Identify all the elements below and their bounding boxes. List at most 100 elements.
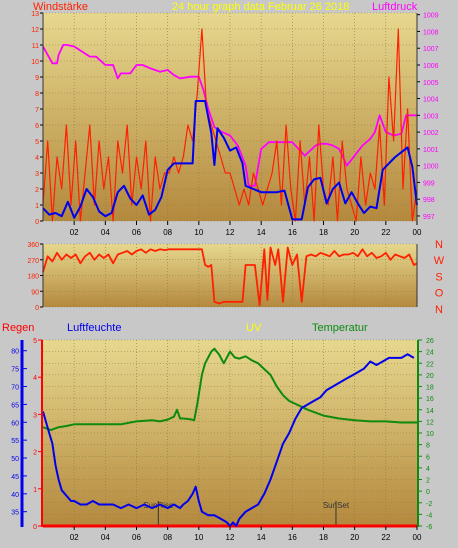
humidity-tick-label: 50 [11, 456, 19, 463]
x-tick-label: 10 [194, 228, 203, 237]
y2-tick-label: 1001 [423, 147, 439, 154]
compass-label-w: W [434, 255, 445, 267]
series-pressure-line [42, 44, 417, 187]
y2-axis-1: 997 998 999 1000 1001 1002 1003 1004 1005 1006 100… [417, 13, 439, 221]
x-tick-label: 00 [413, 533, 422, 542]
x-tick-label: 02 [70, 228, 79, 237]
y1-tick-label: 4 [35, 155, 39, 162]
y2-tick-label: 1000 [423, 164, 439, 171]
rain-tick-label: 2 [33, 450, 37, 457]
x-tick-label: 22 [381, 228, 390, 237]
y2-tick-label: 1002 [423, 130, 439, 137]
humidity-tick-label: 70 [11, 385, 19, 392]
x-tick-label: 14 [257, 533, 266, 542]
temperature-tick-label: -4 [426, 512, 432, 519]
y1-tick-label: 7 [35, 107, 39, 114]
y-axis-2: 0 90 180 270 360 [27, 242, 43, 312]
x-tick-label: 00 [413, 228, 422, 237]
y-tick-label: 0 [35, 305, 39, 312]
temperature-tick-label: 2 [426, 478, 430, 485]
x-tick-label: 04 [101, 228, 110, 237]
compass-label-s: S [435, 271, 442, 283]
series-temperature-line [42, 347, 417, 432]
x-axis-3: 02 04 06 08 10 12 14 16 18 20 22 00 [70, 526, 422, 542]
series-wind-line [42, 28, 418, 222]
temperature-tick-label: 20 [426, 373, 434, 380]
uv-axis-label: UV [246, 322, 262, 334]
temperature-axis-label: Temperatur [312, 322, 368, 334]
y1-tick-label: 13 [31, 11, 39, 18]
temperature-tick-label: 10 [426, 431, 434, 438]
x-tick-label: 10 [194, 533, 203, 542]
temperature-tick-label: 18 [426, 385, 434, 392]
temperature-tick-label: 24 [426, 350, 434, 357]
temperature-tick-label: 22 [426, 361, 434, 368]
grid-2 [43, 243, 417, 308]
humidity-tick-label: 55 [11, 438, 19, 445]
y2-tick-label: 1003 [423, 113, 439, 120]
y2-tick-label: 1008 [423, 29, 439, 36]
y2-tick-label: 998 [423, 197, 435, 204]
humidity-axis-label: Luftfeuchte [67, 322, 121, 334]
y2-tick-label: 999 [423, 180, 435, 187]
series-wind-avg-line [42, 100, 418, 221]
series-group-1 [42, 28, 418, 222]
y1-tick-label: 1 [35, 203, 39, 210]
y1-tick-label: 10 [31, 59, 39, 66]
y1-tick-label: 9 [35, 75, 39, 82]
series-group-2 [42, 246, 418, 307]
y2-tick-label: 1009 [423, 13, 439, 20]
x-tick-label: 20 [350, 533, 359, 542]
x-tick-label: 04 [101, 533, 110, 542]
humidity-tick-label: 45 [11, 474, 19, 481]
sun-marker-label: SunSet [323, 501, 350, 510]
rain-axis-label: Regen [2, 322, 34, 334]
y1-tick-label: 3 [35, 171, 39, 178]
x-tick-label: 12 [226, 228, 235, 237]
temperature-tick-label: 6 [426, 454, 430, 461]
y2-tick-label: 1007 [423, 46, 439, 53]
temperature-tick-label: 8 [426, 443, 430, 450]
y-tick-label: 270 [27, 258, 39, 265]
compass-label-n: N [435, 239, 443, 251]
temperature-tick-label: -6 [426, 524, 432, 531]
rain-tick-label: 0 [33, 524, 37, 531]
temperature-tick-label: 12 [426, 419, 434, 426]
humidity-tick-label: 65 [11, 402, 19, 409]
y2-axis-label-1: Luftdruck [372, 1, 418, 13]
temperature-tick-label: 16 [426, 396, 434, 403]
x-tick-label: 18 [319, 533, 328, 542]
x-tick-label: 02 [70, 533, 79, 542]
y2-tick-label: 1005 [423, 80, 439, 87]
x-tick-label: 08 [163, 533, 172, 542]
y2-tick-label: 997 [423, 214, 435, 221]
compass-label-n: N [435, 304, 443, 316]
x-tick-label: 18 [319, 228, 328, 237]
x-tick-label: 16 [288, 533, 297, 542]
x-tick-label: 08 [163, 228, 172, 237]
x-tick-label: 14 [257, 228, 266, 237]
humidity-tick-label: 35 [11, 510, 19, 517]
y1-tick-label: 2 [35, 187, 39, 194]
y1-tick-label: 5 [35, 139, 39, 146]
x-tick-label: 16 [288, 228, 297, 237]
rain-tick-label: 5 [33, 338, 37, 345]
compass-label-o: O [435, 288, 444, 300]
y2-tick-label: 1004 [423, 97, 439, 104]
rain-axis: 0 1 2 3 4 5 [33, 338, 42, 531]
rain-tick-label: 1 [33, 487, 37, 494]
humidity-tick-label: 75 [11, 367, 19, 374]
y-tick-label: 90 [31, 289, 39, 296]
y2-tick-label: 1006 [423, 63, 439, 70]
series-humidity-line [42, 353, 415, 527]
humidity-tick-label: 40 [11, 492, 19, 499]
x-tick-label: 06 [132, 533, 141, 542]
x-tick-label: 12 [226, 533, 235, 542]
y1-tick-label: 11 [32, 43, 39, 50]
rain-tick-label: 4 [33, 375, 37, 382]
